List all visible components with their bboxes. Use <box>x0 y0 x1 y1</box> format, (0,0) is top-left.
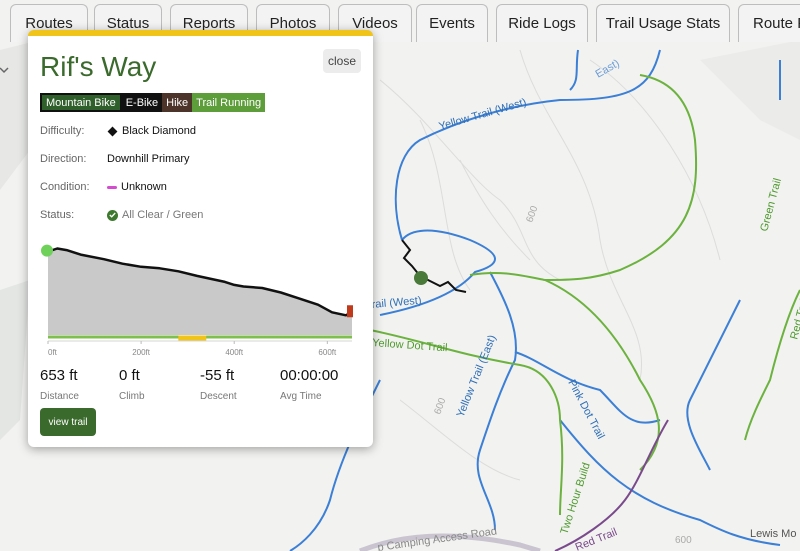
stat-distance-label: Distance <box>40 391 79 402</box>
stat-avg-time: 00:00:00 Avg Time <box>280 367 338 402</box>
stat-distance: 653 ft Distance <box>40 367 79 402</box>
condition-row: Condition: Unknown <box>40 181 167 193</box>
elevation-profile-chart[interactable]: 0ft 200ft 400ft 600ft <box>40 240 360 362</box>
tab-route-p[interactable]: Route P <box>738 4 800 42</box>
x-tick-label: 0ft <box>48 348 58 357</box>
direction-label: Direction: <box>40 153 87 165</box>
trail-popup: Rif's Way close Mountain Bike E-Bike Hik… <box>28 30 373 447</box>
stat-descent-label: Descent <box>200 391 237 402</box>
stat-descent: -55 ft Descent <box>200 367 237 402</box>
stat-distance-value: 653 ft <box>40 367 78 384</box>
tab-bar: Routes Status Reports Photos Videos Even… <box>0 0 800 44</box>
tab-events[interactable]: Events <box>416 4 488 42</box>
x-tick-label: 200ft <box>132 348 151 357</box>
x-tick-label: 400ft <box>225 348 244 357</box>
difficulty-label: Difficulty: <box>40 125 85 137</box>
condition-label: Condition: <box>40 181 90 193</box>
label-yellow-trail-west-2: rail (West) <box>371 295 422 311</box>
activity-badges: Mountain Bike E-Bike Hike Trail Running <box>40 93 266 112</box>
stat-climb-value: 0 ft <box>119 367 140 384</box>
stat-climb-label: Climb <box>119 391 145 402</box>
black-diamond-icon <box>107 126 118 136</box>
stat-descent-value: -55 ft <box>200 367 235 384</box>
chevron-down-icon[interactable] <box>0 67 9 74</box>
elevation-line <box>47 247 353 317</box>
stat-avg-time-value: 00:00:00 <box>280 367 339 384</box>
badge-e-bike: E-Bike <box>121 93 163 112</box>
tab-trail-usage-stats[interactable]: Trail Usage Stats <box>596 4 730 42</box>
close-button[interactable]: close <box>323 49 361 73</box>
x-tick-label: 600ft <box>318 348 337 357</box>
contour-label: 600 <box>675 535 692 546</box>
condition-line-icon <box>107 185 117 189</box>
difficulty-value: Black Diamond <box>122 125 196 137</box>
badge-hike: Hike <box>162 93 193 112</box>
stat-avg-time-label: Avg Time <box>280 391 322 402</box>
direction-row: Direction: Downhill Primary <box>40 153 190 165</box>
status-value: All Clear / Green <box>122 209 204 221</box>
check-circle-icon <box>107 209 118 221</box>
stat-climb: 0 ft Climb <box>119 367 145 402</box>
view-trail-button[interactable]: view trail <box>40 408 96 436</box>
status-label: Status: <box>40 209 75 221</box>
label-lewis-mo: Lewis Mo <box>750 528 796 540</box>
direction-value: Downhill Primary <box>107 153 190 165</box>
trail-title: Rif's Way <box>40 51 157 82</box>
badge-trail-running: Trail Running <box>192 93 266 112</box>
badge-mountain-bike: Mountain Bike <box>40 93 122 112</box>
label-yellow-dot-trail: Yellow Dot Trail <box>372 337 448 354</box>
end-marker <box>347 305 353 318</box>
tab-ride-logs[interactable]: Ride Logs <box>496 4 588 42</box>
elevation-area <box>48 248 352 335</box>
start-marker <box>41 244 53 257</box>
condition-value: Unknown <box>121 181 167 193</box>
status-row: Status: All Clear / Green <box>40 209 203 221</box>
difficulty-row: Difficulty: Black Diamond <box>40 125 196 137</box>
label-red-trail-right: Red Trai <box>788 298 800 341</box>
